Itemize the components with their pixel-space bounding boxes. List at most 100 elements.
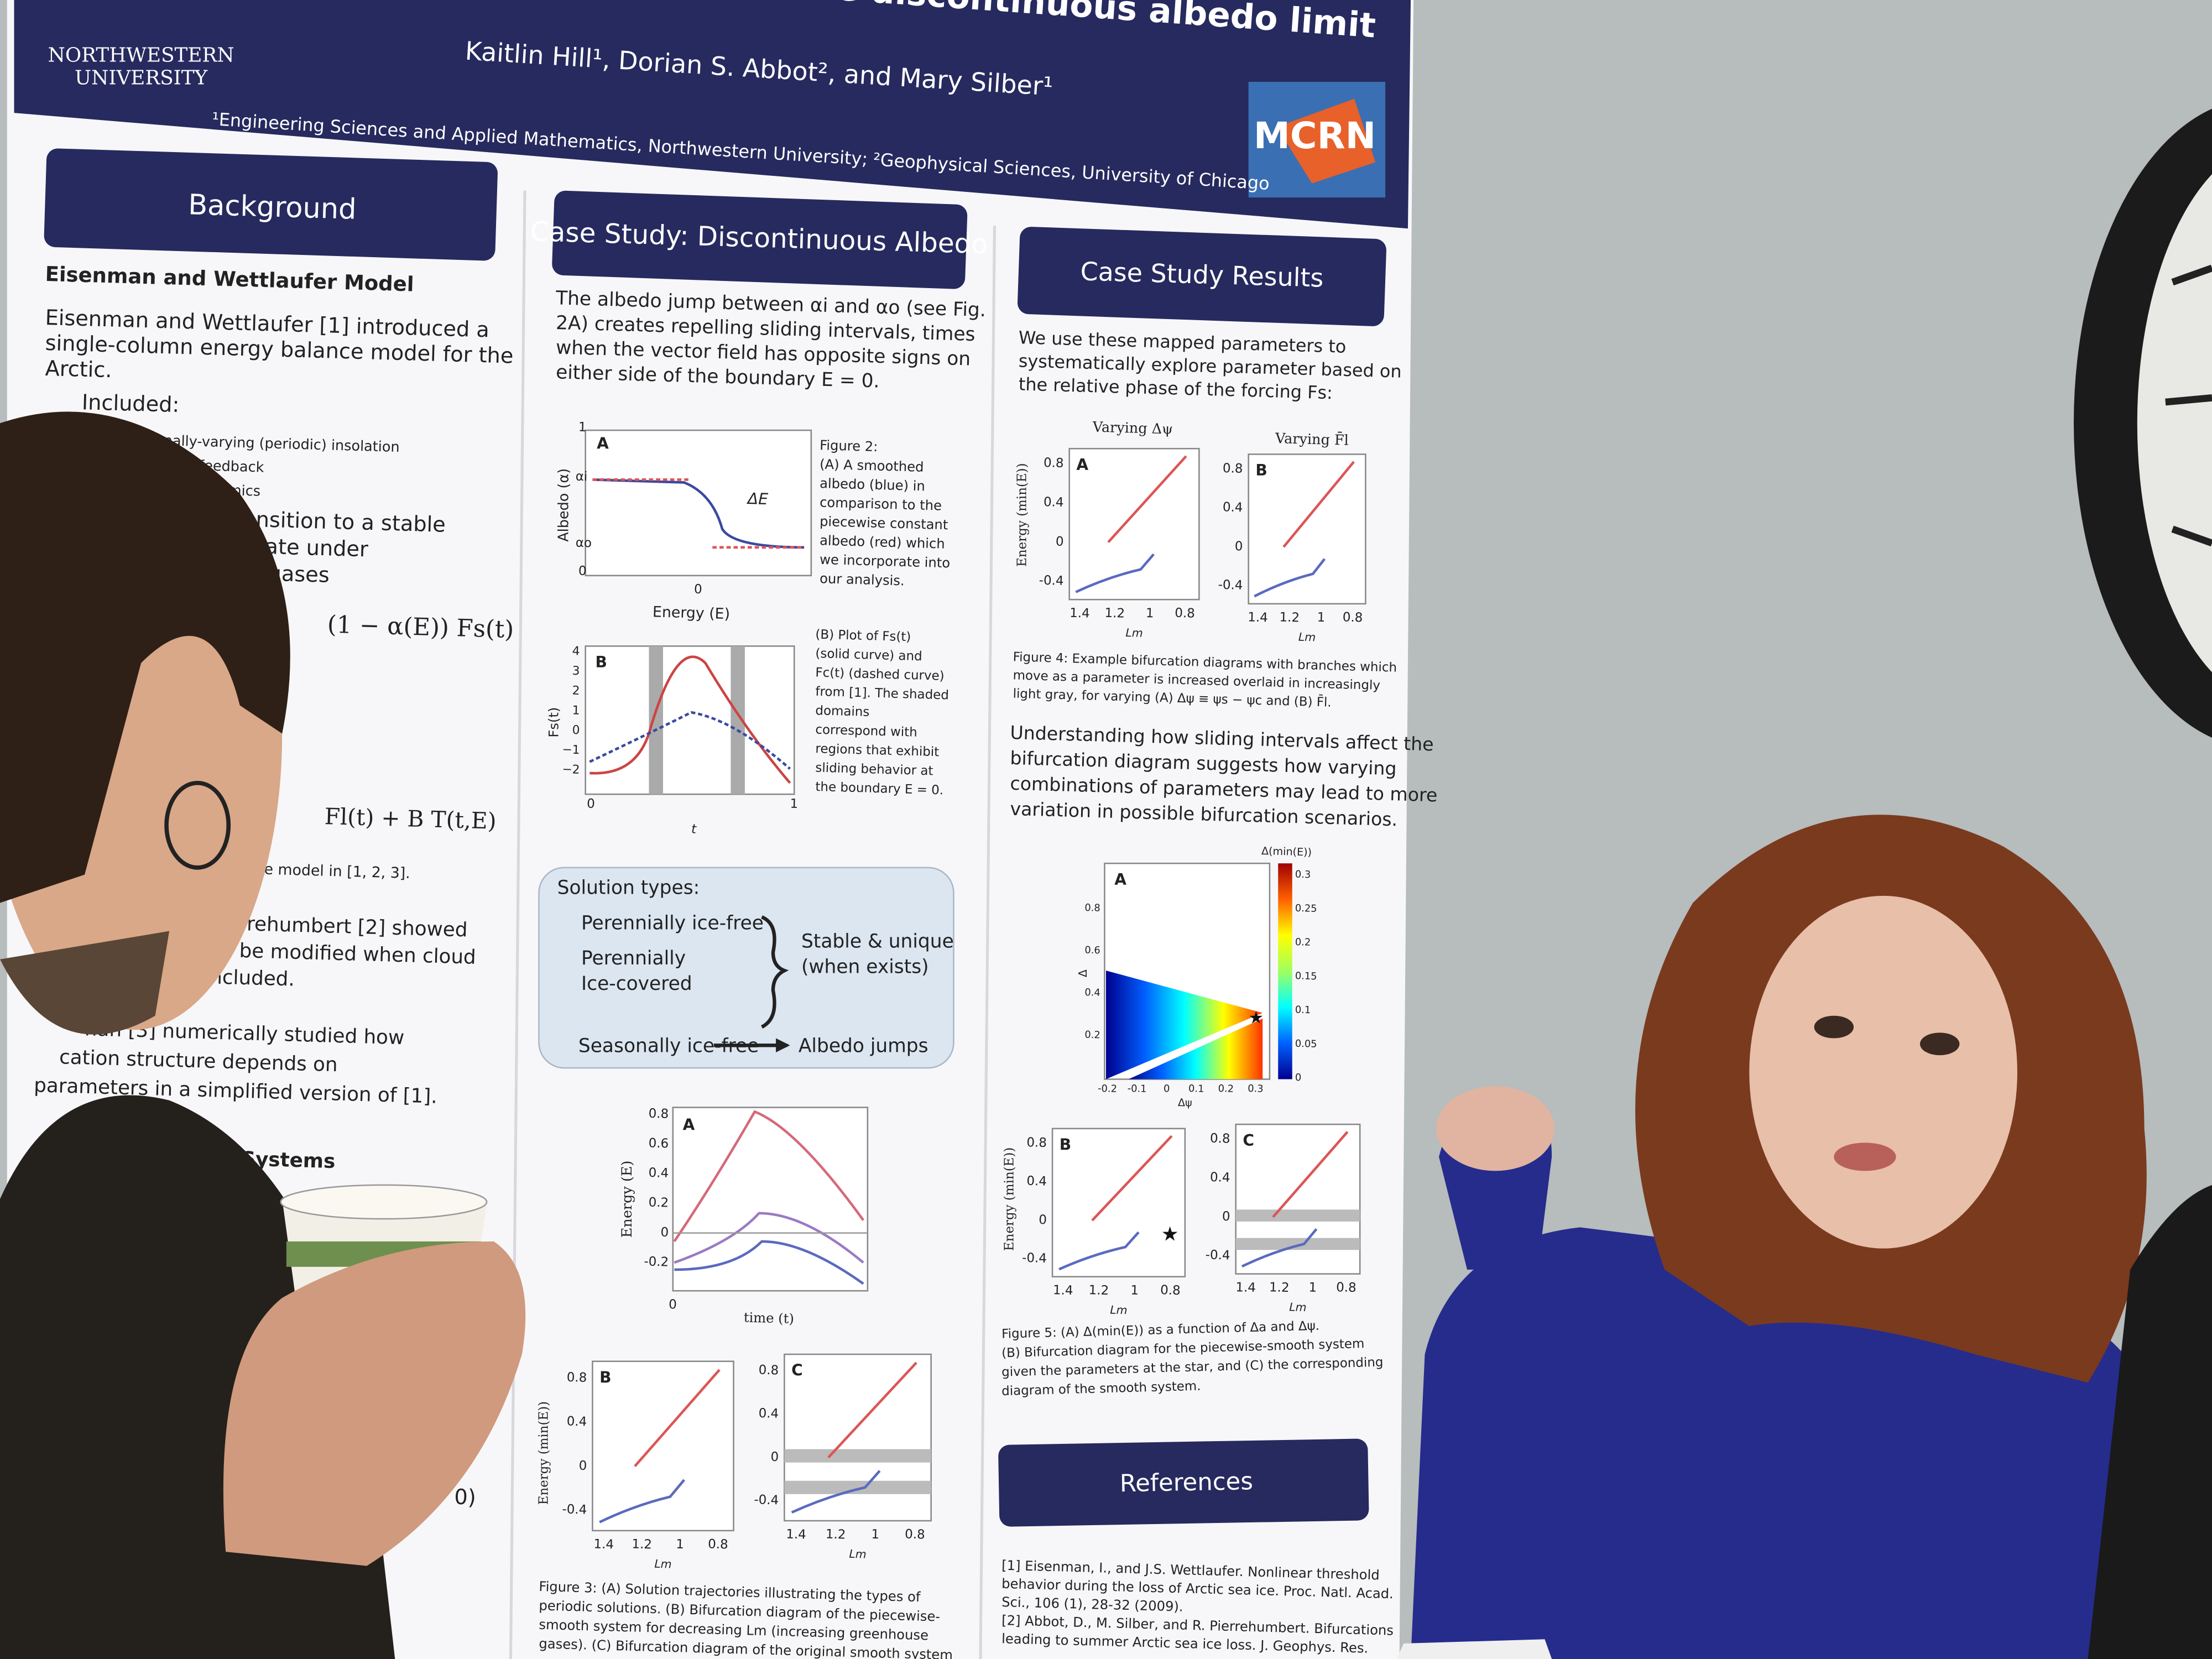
text: A bbox=[1076, 456, 1088, 474]
curve bbox=[827, 1361, 917, 1459]
curve bbox=[589, 655, 791, 784]
text: -0.4 bbox=[1022, 1251, 1047, 1266]
plot-frame bbox=[784, 1353, 932, 1522]
text: Δ bbox=[1076, 969, 1089, 977]
plot-frame bbox=[585, 429, 812, 577]
band bbox=[784, 1480, 931, 1494]
text: -0.4 bbox=[754, 1493, 779, 1507]
text: 0.4 bbox=[566, 1414, 587, 1429]
heading-box bbox=[1017, 227, 1386, 326]
figures: A Albedo (α) Energy (E) ΔE αi αo 1 0 0 B Fs(t) 4 3 2 1… bbox=[537, 420, 1366, 1571]
curve bbox=[674, 1240, 864, 1285]
text: Seasonally ice-free bbox=[578, 1035, 759, 1057]
plot-frame bbox=[1068, 447, 1200, 601]
text: 0.8 bbox=[1343, 610, 1363, 625]
text: (1 − α(E)) Fs(t) bbox=[327, 611, 514, 644]
text: regions that exhibit bbox=[815, 742, 939, 759]
text: 0.8 bbox=[1026, 1135, 1047, 1150]
text: 0.8 bbox=[1175, 606, 1195, 621]
logo-shape bbox=[1276, 98, 1376, 184]
text: Lm bbox=[1110, 1303, 1128, 1317]
text: sliding behavior at bbox=[815, 761, 933, 779]
text: piecewise constant bbox=[820, 514, 948, 533]
text: 0 bbox=[660, 1225, 669, 1240]
text: 1.4 bbox=[1248, 610, 1268, 625]
text: -0.4 bbox=[1039, 573, 1063, 588]
text: Varying F̄l bbox=[1275, 429, 1349, 448]
heatmap bbox=[1106, 971, 1263, 1079]
text: 1.2 bbox=[1279, 610, 1300, 625]
clock bbox=[2074, 108, 2212, 738]
star: ★ bbox=[1161, 1223, 1179, 1246]
text: 1 bbox=[1146, 606, 1154, 620]
curve bbox=[1058, 1231, 1140, 1271]
text: 1 bbox=[790, 797, 798, 811]
text: the boundary E = 0. bbox=[815, 780, 943, 797]
eye bbox=[1919, 1032, 1960, 1056]
text: Albedo (α) bbox=[555, 468, 572, 542]
text: Case Study Results bbox=[1080, 256, 1324, 293]
text: B bbox=[1060, 1135, 1071, 1154]
text: 0) bbox=[454, 1485, 477, 1510]
brace bbox=[760, 915, 789, 1029]
text: albedo (blue) in bbox=[820, 476, 925, 494]
man-hand bbox=[223, 1241, 526, 1566]
text: B bbox=[1255, 461, 1267, 479]
text: 4 bbox=[572, 644, 580, 658]
heatmap bbox=[1128, 1018, 1263, 1079]
text: 0.6 bbox=[648, 1136, 669, 1151]
text: 0.3 bbox=[1295, 869, 1311, 881]
text: References bbox=[1119, 1468, 1253, 1498]
curve bbox=[1272, 1131, 1349, 1218]
text: 1.4 bbox=[593, 1537, 614, 1552]
curve bbox=[1107, 455, 1187, 543]
text: Energy (E) bbox=[619, 1161, 635, 1238]
text: Fc(t) (dashed curve) bbox=[815, 665, 945, 684]
text: B bbox=[596, 653, 607, 671]
text: C bbox=[1243, 1131, 1254, 1150]
mouth bbox=[1834, 1142, 1896, 1171]
text: UNIVERSITY bbox=[75, 66, 208, 89]
text: we incorporate into bbox=[820, 552, 951, 571]
text: Solution types: bbox=[557, 877, 700, 899]
text: NORTHWESTERN bbox=[48, 44, 234, 67]
heading-box bbox=[552, 190, 968, 289]
text: A bbox=[683, 1116, 695, 1134]
people bbox=[0, 411, 2212, 1659]
text: Albedo jumps bbox=[799, 1035, 928, 1057]
text: 0 bbox=[1295, 1072, 1302, 1083]
text: 1 bbox=[676, 1537, 684, 1552]
eye bbox=[1814, 1015, 1854, 1039]
text: 0.3 bbox=[1248, 1083, 1264, 1095]
text: domains bbox=[815, 703, 870, 719]
text: 1.4 bbox=[786, 1527, 806, 1542]
curve bbox=[1254, 558, 1326, 598]
text: Included: bbox=[81, 390, 180, 418]
header-band bbox=[14, 0, 1411, 229]
text: 2 bbox=[572, 684, 580, 698]
text: 0.1 bbox=[1295, 1004, 1311, 1016]
text: 0.6 bbox=[1084, 945, 1100, 957]
text: 1.2 bbox=[1269, 1280, 1290, 1295]
text: 0 bbox=[770, 1450, 779, 1464]
text: 0 bbox=[578, 564, 587, 578]
text: (B) Plot of Fs(t) bbox=[815, 627, 911, 644]
solution-box bbox=[538, 867, 954, 1069]
text: 1.2 bbox=[1088, 1283, 1109, 1298]
text: 0.8 bbox=[648, 1107, 669, 1121]
text: 0 bbox=[572, 723, 580, 737]
text: 0 bbox=[1039, 1213, 1047, 1227]
text: Energy (min(E)) bbox=[537, 1401, 551, 1505]
text: -0.1 bbox=[1127, 1083, 1146, 1095]
text: Arctic. bbox=[45, 356, 112, 383]
text: 0.8 bbox=[905, 1527, 925, 1542]
text: 1 bbox=[1308, 1280, 1317, 1295]
text: -0.4 bbox=[1218, 578, 1243, 593]
text: 0.8 bbox=[1044, 456, 1064, 471]
text: 0.8 bbox=[1336, 1280, 1357, 1295]
text: 0.1 bbox=[1188, 1083, 1204, 1095]
text: −1 bbox=[562, 743, 580, 757]
text: Energy (min(E)) bbox=[1015, 463, 1029, 566]
column-rule bbox=[509, 190, 526, 1659]
